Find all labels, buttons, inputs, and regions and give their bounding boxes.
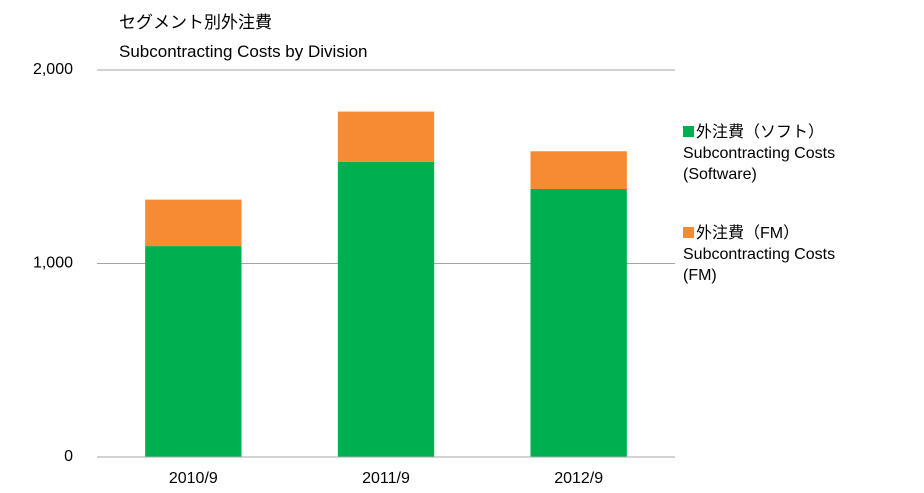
y-tick-label: 1,000 xyxy=(33,255,73,272)
legend-label: 外注費（ソフト） Subcontracting Costs (Software) xyxy=(683,124,836,183)
bar-segment xyxy=(145,199,242,247)
bar-segment xyxy=(337,111,435,162)
bar-segment xyxy=(530,189,627,457)
y-tick-label: 2,000 xyxy=(33,61,73,78)
bar-segment xyxy=(145,246,242,457)
chart-subtitle: Subcontracting Costs by Division xyxy=(119,42,368,61)
legend-item: 外注費（FM） Subcontracting Costs (FM) xyxy=(683,223,923,286)
legend-swatch xyxy=(683,227,694,238)
legend-swatch xyxy=(683,126,694,137)
y-tick-label: 0 xyxy=(64,448,73,465)
legend-item: 外注費（ソフト） Subcontracting Costs (Software) xyxy=(683,122,923,185)
x-tick-label: 2011/9 xyxy=(362,470,410,487)
legend-label: 外注費（FM） Subcontracting Costs (FM) xyxy=(683,225,836,284)
legend: 外注費（ソフト） Subcontracting Costs (Software)… xyxy=(683,122,923,324)
bar-segment xyxy=(530,151,627,190)
chart-title: セグメント別外注費 xyxy=(119,13,272,32)
x-tick-label: 2010/9 xyxy=(169,470,218,487)
bar-segment xyxy=(337,161,435,457)
x-tick-label: 2012/9 xyxy=(554,470,603,487)
